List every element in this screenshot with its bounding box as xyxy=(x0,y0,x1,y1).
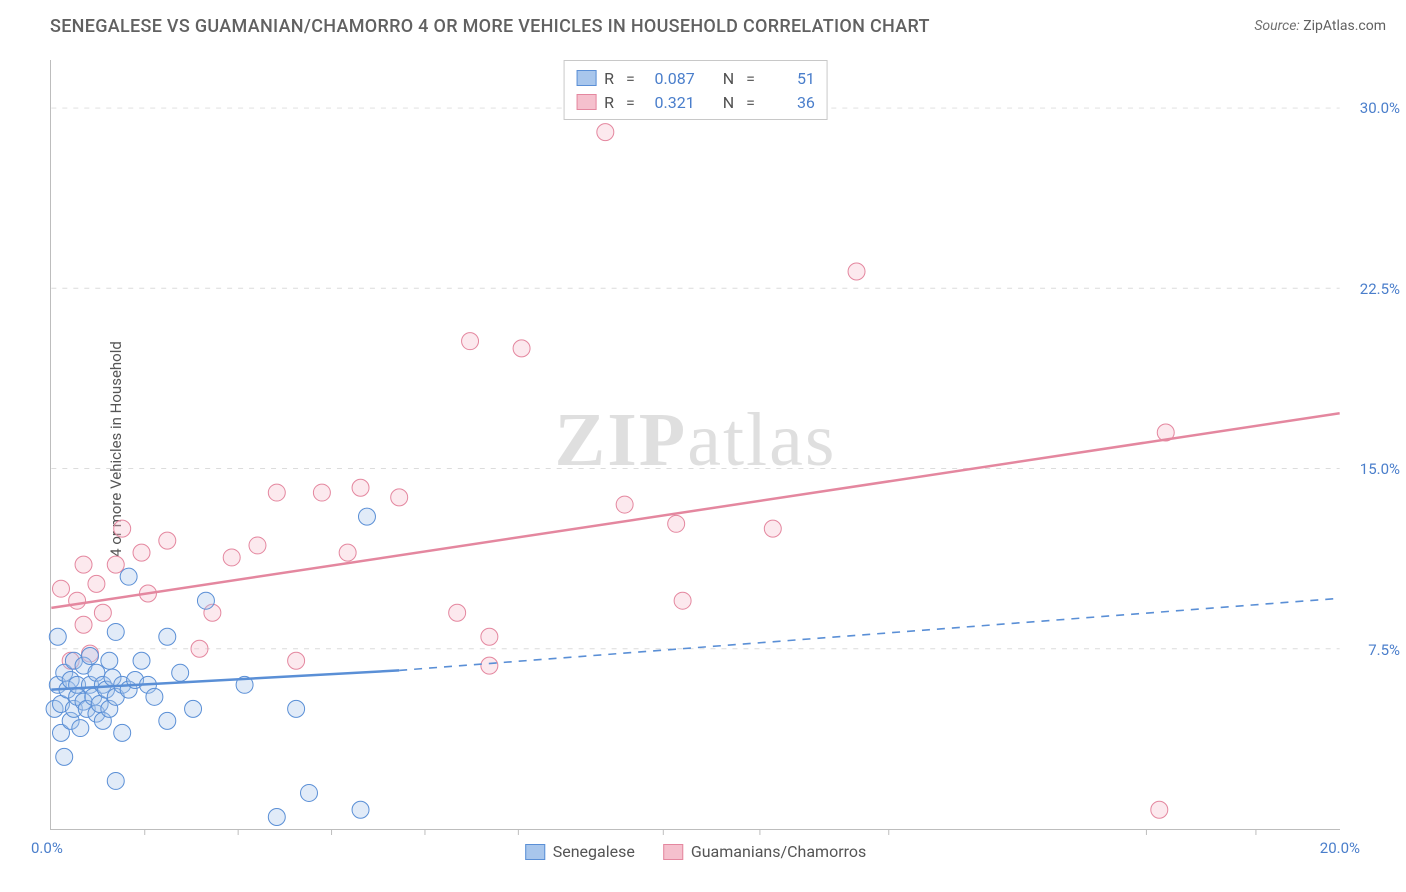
legend-row-guamanian: R = 0.321 N = 36 xyxy=(576,90,815,114)
chart-title: SENEGALESE VS GUAMANIAN/CHAMORRO 4 OR MO… xyxy=(50,16,930,37)
legend-label-guamanian: Guamanians/Chamorros xyxy=(691,842,866,861)
swatch-senegalese xyxy=(525,844,545,860)
y-tick-label: 30.0% xyxy=(1345,99,1400,117)
n-label: N xyxy=(723,69,734,88)
n-label: N xyxy=(723,93,734,112)
chart-svg xyxy=(51,60,1340,829)
r-label: R xyxy=(604,69,614,88)
legend-row-senegalese: R = 0.087 N = 51 xyxy=(576,66,815,90)
equals: = xyxy=(746,69,755,88)
legend-item-senegalese: Senegalese xyxy=(525,842,635,861)
chart-plot-area: ZIPatlas R = 0.087 N = 51 R = 0.321 N = … xyxy=(50,60,1340,830)
equals: = xyxy=(626,93,635,112)
legend-item-guamanian: Guamanians/Chamorros xyxy=(663,842,866,861)
swatch-guamanian xyxy=(576,94,596,110)
x-tick-max: 20.0% xyxy=(1320,839,1360,857)
x-tick-min: 0.0% xyxy=(31,839,63,857)
y-tick-label: 7.5% xyxy=(1345,641,1400,659)
legend-label-senegalese: Senegalese xyxy=(553,842,635,861)
source-attribution: Source: ZipAtlas.com xyxy=(1254,18,1386,34)
series-legend: Senegalese Guamanians/Chamorros xyxy=(525,842,867,861)
n-value-senegalese: 51 xyxy=(765,69,815,88)
source-value: ZipAtlas.com xyxy=(1303,18,1386,34)
source-label: Source: xyxy=(1254,18,1299,34)
swatch-guamanian xyxy=(663,844,683,860)
r-value-senegalese: 0.087 xyxy=(645,69,695,88)
equals: = xyxy=(626,69,635,88)
r-value-guamanian: 0.321 xyxy=(645,93,695,112)
n-value-guamanian: 36 xyxy=(765,93,815,112)
swatch-senegalese xyxy=(576,70,596,86)
y-tick-label: 22.5% xyxy=(1345,280,1400,298)
correlation-legend: R = 0.087 N = 51 R = 0.321 N = 36 xyxy=(563,60,828,120)
r-label: R xyxy=(604,93,614,112)
y-tick-label: 15.0% xyxy=(1345,460,1400,478)
equals: = xyxy=(746,93,755,112)
